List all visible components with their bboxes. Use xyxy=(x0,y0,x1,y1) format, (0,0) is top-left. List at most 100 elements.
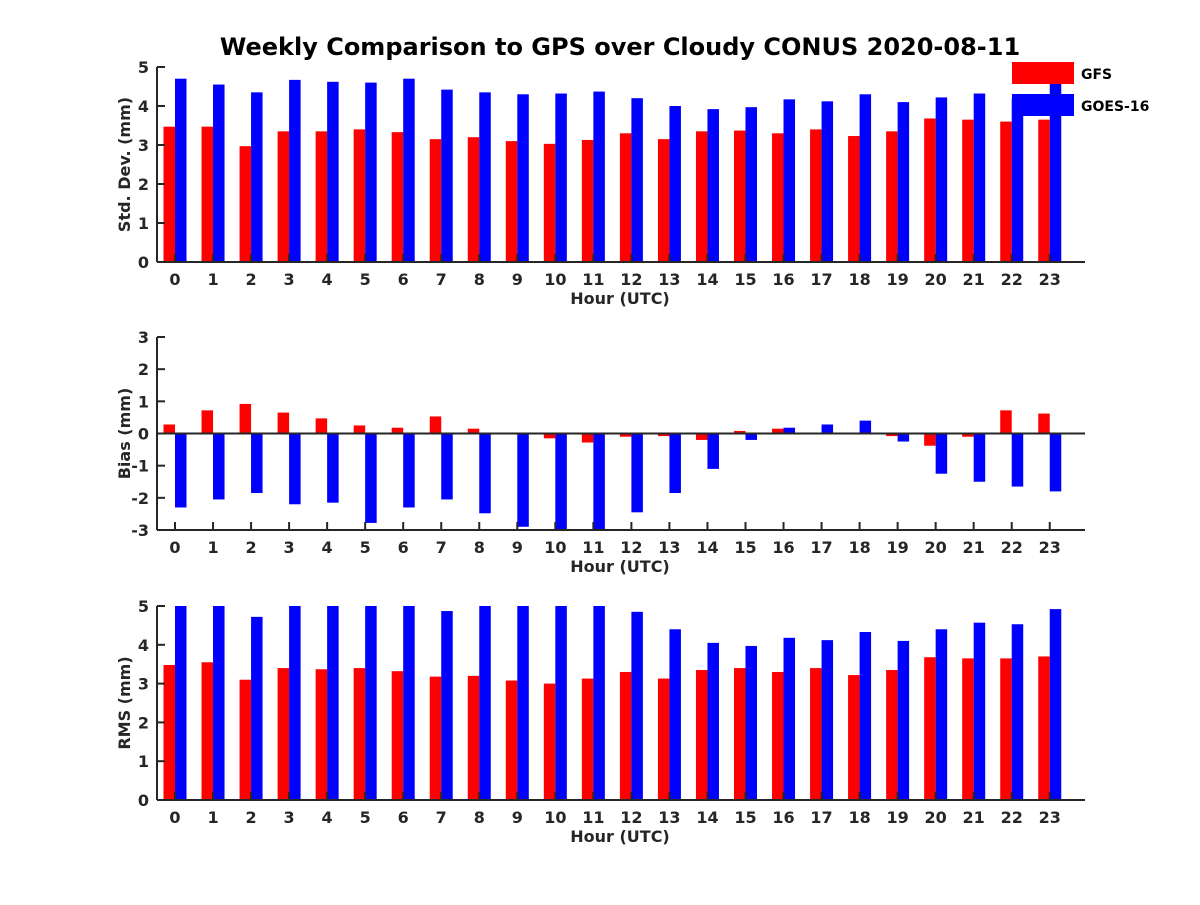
bar-goes-16-hour-15 xyxy=(745,646,757,800)
bar-goes-16-hour-13 xyxy=(669,629,681,800)
bar-gfs-hour-14 xyxy=(696,131,708,262)
bar-goes-16-hour-19 xyxy=(898,434,910,442)
x-tick-label: 21 xyxy=(963,538,985,557)
bar-goes-16-hour-11 xyxy=(593,606,605,800)
bar-goes-16-hour-18 xyxy=(860,632,872,800)
bar-gfs-hour-20 xyxy=(924,434,936,446)
y-tick-label: 5 xyxy=(138,597,149,616)
bar-goes-16-hour-0 xyxy=(175,606,187,800)
y-tick-label: 1 xyxy=(138,392,149,411)
y-tick-label: 4 xyxy=(138,636,149,655)
bar-gfs-hour-10 xyxy=(544,144,556,262)
bar-goes-16-hour-6 xyxy=(403,434,415,508)
bar-gfs-hour-12 xyxy=(620,672,632,800)
bar-gfs-hour-8 xyxy=(468,676,480,800)
bar-gfs-hour-14 xyxy=(696,670,708,800)
x-tick-label: 1 xyxy=(207,538,218,557)
x-axis-label: Hour (UTC) xyxy=(570,557,670,576)
y-tick-label: 1 xyxy=(138,214,149,233)
y-tick-label: 2 xyxy=(138,713,149,732)
x-tick-label: 2 xyxy=(245,808,256,827)
bar-goes-16-hour-22 xyxy=(1012,624,1024,800)
x-tick-label: 5 xyxy=(360,538,371,557)
bar-gfs-hour-2 xyxy=(240,404,252,434)
x-axis-label: Hour (UTC) xyxy=(570,289,670,308)
x-tick-label: 9 xyxy=(512,270,523,289)
x-tick-label: 6 xyxy=(398,538,409,557)
bar-goes-16-hour-5 xyxy=(365,83,377,262)
bar-gfs-hour-0 xyxy=(164,424,176,433)
bar-gfs-hour-11 xyxy=(582,679,594,800)
bar-goes-16-hour-18 xyxy=(860,421,872,434)
bar-gfs-hour-5 xyxy=(354,668,366,800)
bar-gfs-hour-15 xyxy=(734,668,746,800)
bar-goes-16-hour-20 xyxy=(936,97,948,262)
bar-goes-16-hour-10 xyxy=(555,606,567,800)
x-tick-label: 10 xyxy=(544,270,566,289)
bar-gfs-hour-18 xyxy=(848,136,860,262)
x-tick-label: 8 xyxy=(474,538,485,557)
bar-gfs-hour-2 xyxy=(240,146,252,262)
bar-gfs-hour-17 xyxy=(810,668,822,800)
bar-goes-16-hour-4 xyxy=(327,434,339,503)
bar-goes-16-hour-0 xyxy=(175,79,187,262)
x-tick-label: 7 xyxy=(436,270,447,289)
bar-goes-16-hour-20 xyxy=(936,434,948,474)
bar-gfs-hour-4 xyxy=(316,669,328,800)
bar-gfs-hour-2 xyxy=(240,680,252,800)
x-tick-label: 12 xyxy=(620,270,642,289)
bar-goes-16-hour-3 xyxy=(289,80,301,262)
x-tick-label: 18 xyxy=(848,270,870,289)
bar-goes-16-hour-9 xyxy=(517,94,529,262)
bar-goes-16-hour-5 xyxy=(365,606,377,800)
x-tick-label: 4 xyxy=(322,270,333,289)
x-tick-label: 1 xyxy=(207,808,218,827)
x-tick-label: 22 xyxy=(1001,270,1023,289)
bar-gfs-hour-6 xyxy=(392,671,404,800)
bar-goes-16-hour-21 xyxy=(974,623,986,800)
x-tick-label: 4 xyxy=(322,538,333,557)
x-tick-label: 0 xyxy=(169,270,180,289)
legend-swatch-gfs xyxy=(1012,62,1074,84)
bar-gfs-hour-13 xyxy=(658,139,670,262)
bar-gfs-hour-1 xyxy=(202,410,214,433)
x-tick-label: 16 xyxy=(772,808,794,827)
x-tick-label: 11 xyxy=(582,538,604,557)
bar-gfs-hour-10 xyxy=(544,684,556,800)
bar-goes-16-hour-22 xyxy=(1012,98,1024,262)
bar-goes-16-hour-1 xyxy=(213,606,225,800)
x-tick-label: 19 xyxy=(886,808,908,827)
bar-goes-16-hour-12 xyxy=(631,98,643,262)
y-tick-label: 0 xyxy=(138,253,149,272)
bar-gfs-hour-6 xyxy=(392,132,404,262)
bar-gfs-hour-0 xyxy=(164,127,176,262)
legend-label: GFS xyxy=(1081,67,1112,83)
x-tick-label: 18 xyxy=(848,808,870,827)
y-tick-label: -2 xyxy=(131,489,149,508)
y-tick-label: 2 xyxy=(138,360,149,379)
x-tick-label: 10 xyxy=(544,538,566,557)
bar-gfs-hour-7 xyxy=(430,416,442,433)
bar-goes-16-hour-11 xyxy=(593,92,605,262)
x-tick-label: 3 xyxy=(284,538,295,557)
bar-gfs-hour-11 xyxy=(582,434,594,443)
bar-goes-16-hour-18 xyxy=(860,94,872,262)
y-tick-label: 1 xyxy=(138,752,149,771)
x-tick-label: 2 xyxy=(245,538,256,557)
bar-goes-16-hour-19 xyxy=(898,102,910,262)
y-axis-label: Bias (mm) xyxy=(115,388,134,480)
bar-goes-16-hour-10 xyxy=(555,434,567,530)
bar-gfs-hour-23 xyxy=(1038,414,1050,434)
bar-gfs-hour-19 xyxy=(886,670,898,800)
bar-goes-16-hour-4 xyxy=(327,606,339,800)
bar-gfs-hour-15 xyxy=(734,131,746,262)
bar-goes-16-hour-9 xyxy=(517,606,529,800)
bar-goes-16-hour-15 xyxy=(745,107,757,262)
x-tick-label: 13 xyxy=(658,270,680,289)
bar-gfs-hour-16 xyxy=(772,133,784,262)
bar-gfs-hour-23 xyxy=(1038,120,1050,262)
bar-goes-16-hour-14 xyxy=(707,643,719,800)
